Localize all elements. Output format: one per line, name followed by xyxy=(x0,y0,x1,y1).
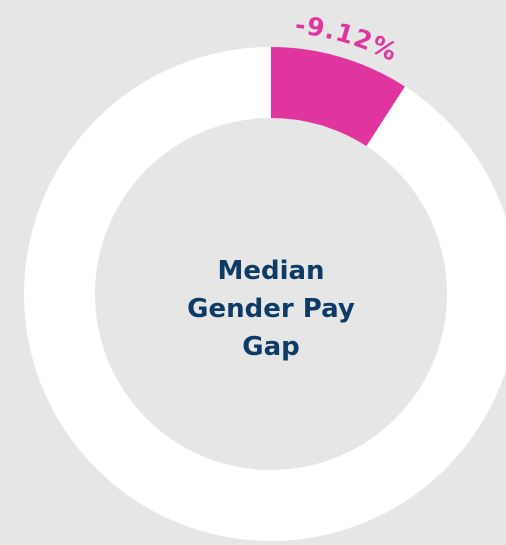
center-title: Median Gender Pay Gap xyxy=(187,256,355,362)
donut-segment xyxy=(271,47,405,147)
